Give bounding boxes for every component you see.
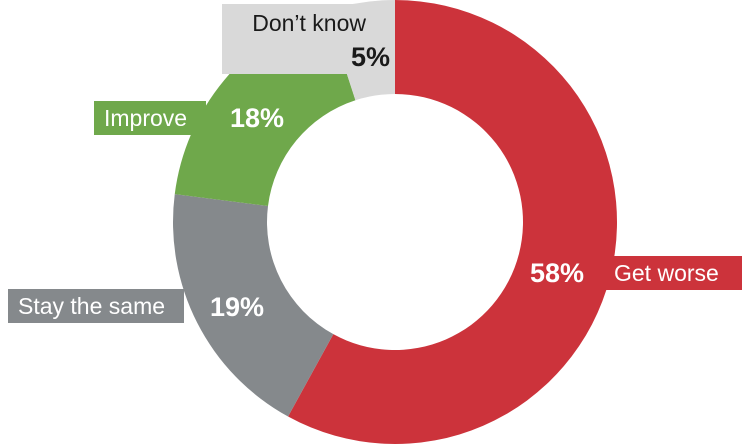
label-dont-know-category: Don’t know <box>252 10 366 36</box>
label-dont-know-percent: 5% <box>350 42 390 72</box>
label-stay-the-same: Stay the same <box>8 289 184 323</box>
label-stay-category: Stay the same <box>18 293 166 319</box>
label-improve: Improve <box>94 101 206 135</box>
slice-get-worse <box>288 0 617 444</box>
slice-stay-the-same <box>173 194 334 417</box>
label-improve-category: Improve <box>104 105 188 131</box>
label-worse-category: Get worse <box>614 260 719 286</box>
label-worse-percent: 58% <box>530 258 585 288</box>
label-get-worse: Get worse <box>604 256 742 290</box>
label-dont-know: Don’t know 5% <box>222 4 394 74</box>
label-improve-percent: 18% <box>230 103 285 133</box>
label-stay-percent: 19% <box>210 292 265 322</box>
